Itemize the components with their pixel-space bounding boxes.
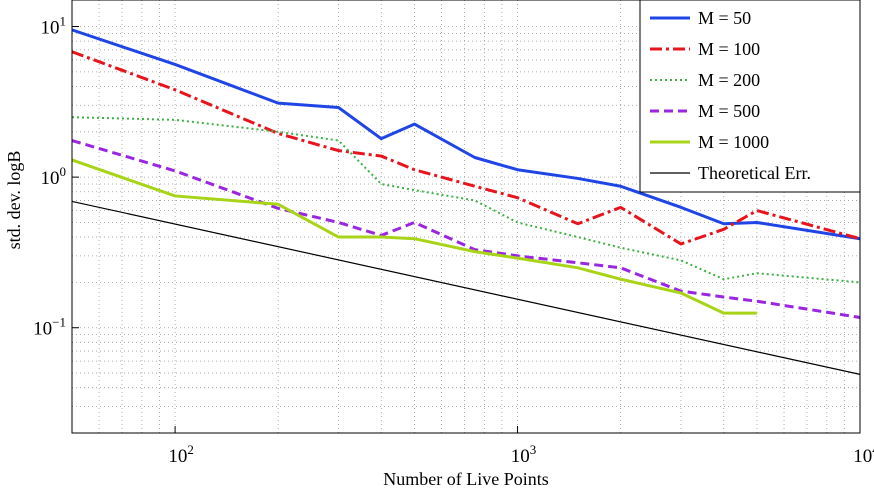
legend-label-5: Theoretical Err.	[698, 163, 811, 183]
series-line-5	[71, 200, 861, 375]
y-tick-label: 10−1	[33, 315, 66, 340]
y-tick-label: 100	[41, 164, 67, 189]
series-layer	[71, 28, 861, 375]
ticks-layer: 102 103 104 10−1 100 101	[33, 14, 874, 467]
legend: M = 50 M = 100 M = 200 M = 500 M = 1000 Theor…	[639, 0, 861, 193]
series-line-0	[71, 28, 861, 241]
legend-label-3: M = 500	[698, 101, 760, 121]
plot-frame	[71, 0, 861, 434]
series-line-1	[71, 50, 861, 246]
y-tick-label: 101	[41, 14, 67, 39]
y-axis-label: std. dev. logB	[4, 151, 24, 250]
x-tick-label: 103	[511, 442, 537, 467]
legend-box	[639, 0, 861, 193]
series-line-4	[71, 158, 757, 315]
legend-label-0: M = 50	[698, 8, 751, 28]
x-tick-label: 102	[168, 442, 194, 467]
legend-label-2: M = 200	[698, 70, 760, 90]
x-axis-label: Number of Live Points	[383, 469, 548, 489]
x-tick-label: 104	[853, 442, 874, 467]
legend-label-4: M = 1000	[698, 132, 769, 152]
legend-label-1: M = 100	[698, 39, 760, 59]
